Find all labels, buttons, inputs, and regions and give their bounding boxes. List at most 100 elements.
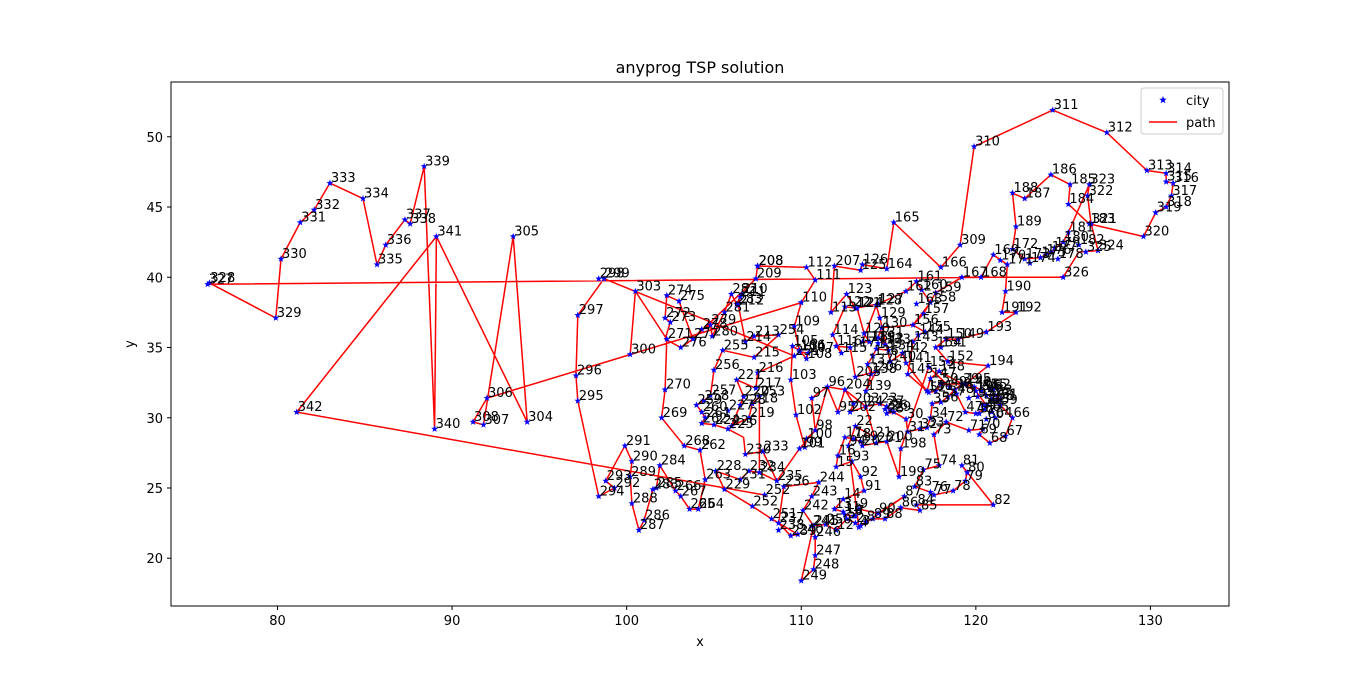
city-label: 234: [760, 461, 785, 476]
city-marker: [750, 353, 758, 361]
city-label: 309: [961, 233, 986, 248]
city-label: 113: [832, 300, 857, 315]
legend-path-label: path: [1186, 116, 1216, 131]
city-label: 158: [931, 291, 956, 306]
city-label: 73: [935, 423, 952, 438]
city-marker: [958, 273, 966, 281]
city-marker: [792, 411, 800, 418]
city-label: 283: [738, 292, 763, 307]
city-marker: [1059, 238, 1067, 246]
legend-city-label: city: [1186, 94, 1210, 109]
city-marker: [956, 241, 964, 248]
city-marker: [754, 262, 761, 269]
city-label: 87: [905, 484, 922, 499]
city-marker: [858, 261, 866, 268]
city-label: 253: [760, 385, 785, 400]
city-label: 96: [828, 375, 845, 390]
city-label: 86: [902, 496, 919, 511]
city-label: 101: [801, 437, 826, 452]
city-label: 94: [849, 434, 866, 449]
city-label: 220: [745, 385, 770, 400]
city-marker: [942, 418, 950, 425]
city-marker: [509, 232, 517, 240]
city-marker: [852, 512, 859, 519]
city-marker: [984, 362, 992, 369]
city-label: 244: [820, 470, 845, 485]
city-marker: [878, 324, 885, 331]
city-marker: [979, 401, 987, 408]
city-marker: [1087, 220, 1095, 227]
city-label: 335: [378, 253, 403, 268]
city-marker: [909, 321, 917, 328]
city-label: 19: [862, 430, 879, 445]
city-label: 208: [759, 254, 784, 269]
legend-star-marker: [1159, 96, 1167, 104]
city-marker: [899, 349, 906, 356]
x-tick-label: 120: [963, 614, 988, 629]
city-label: 210: [743, 282, 768, 297]
y-tick-label: 25: [146, 482, 163, 497]
city-marker: [932, 387, 940, 394]
city-marker: [694, 505, 702, 512]
city-label: 6: [855, 504, 863, 519]
x-tick-label: 100: [614, 614, 639, 629]
city-label: 114: [834, 323, 859, 338]
city-label: 131: [879, 326, 904, 341]
city-label: 108: [807, 347, 832, 362]
city-label: 224: [715, 413, 740, 428]
city-label: 109: [795, 314, 820, 329]
city-marker: [1049, 106, 1057, 113]
city-marker: [803, 263, 810, 271]
city-label: 15: [837, 455, 854, 470]
city-label: 245: [814, 514, 839, 529]
city-label: 330: [282, 247, 307, 262]
city-label: 22: [856, 414, 873, 429]
city-label: 104: [801, 340, 826, 355]
city-marker: [988, 408, 995, 415]
city-label: 84: [917, 493, 934, 508]
city-marker: [862, 518, 870, 525]
city-label: 282: [732, 282, 757, 297]
city-label: 296: [577, 364, 602, 379]
city-label: 2: [856, 511, 864, 526]
city-label: 248: [814, 557, 839, 572]
city-label: 53: [979, 385, 996, 400]
city-label: 75: [924, 458, 941, 473]
city-label: 174: [1031, 251, 1056, 266]
city-label: 172: [1014, 237, 1039, 252]
city-marker: [1085, 181, 1093, 188]
city-label: 79: [966, 469, 983, 484]
city-label: 76: [931, 480, 948, 495]
city-label: 202: [851, 400, 876, 415]
city-label: 179: [1055, 236, 1080, 251]
city-label: 9: [860, 497, 868, 512]
city-label: 341: [437, 225, 462, 240]
x-axis: 80 90 100 110 120 130: [269, 606, 1163, 629]
city-label: 206: [877, 359, 902, 374]
legend: city path: [1140, 87, 1224, 135]
city-label: 12: [837, 518, 854, 533]
city-label: 178: [1059, 247, 1084, 262]
city-marker: [1162, 169, 1170, 177]
city-label: 11: [844, 500, 861, 515]
city-label: 252: [766, 483, 791, 498]
city-label: 93: [853, 449, 870, 464]
city-label: 272: [666, 306, 691, 321]
city-label: 243: [813, 484, 838, 499]
city-label: 31: [909, 420, 926, 435]
city-marker: [724, 407, 732, 414]
city-label: 295: [579, 389, 604, 404]
city-label: 275: [680, 289, 705, 304]
city-label: 49: [951, 375, 968, 390]
city-label: 36: [942, 390, 959, 405]
city-marker: [857, 438, 864, 445]
city-marker: [850, 400, 858, 407]
city-marker: [916, 506, 924, 514]
city-label: 313: [1148, 159, 1173, 174]
city-marker: [742, 338, 749, 345]
city-label: 338: [411, 212, 436, 227]
city-marker: [944, 358, 952, 365]
city-label: 283: [654, 477, 679, 492]
city-label: 51: [937, 379, 954, 394]
city-marker: [382, 241, 390, 248]
